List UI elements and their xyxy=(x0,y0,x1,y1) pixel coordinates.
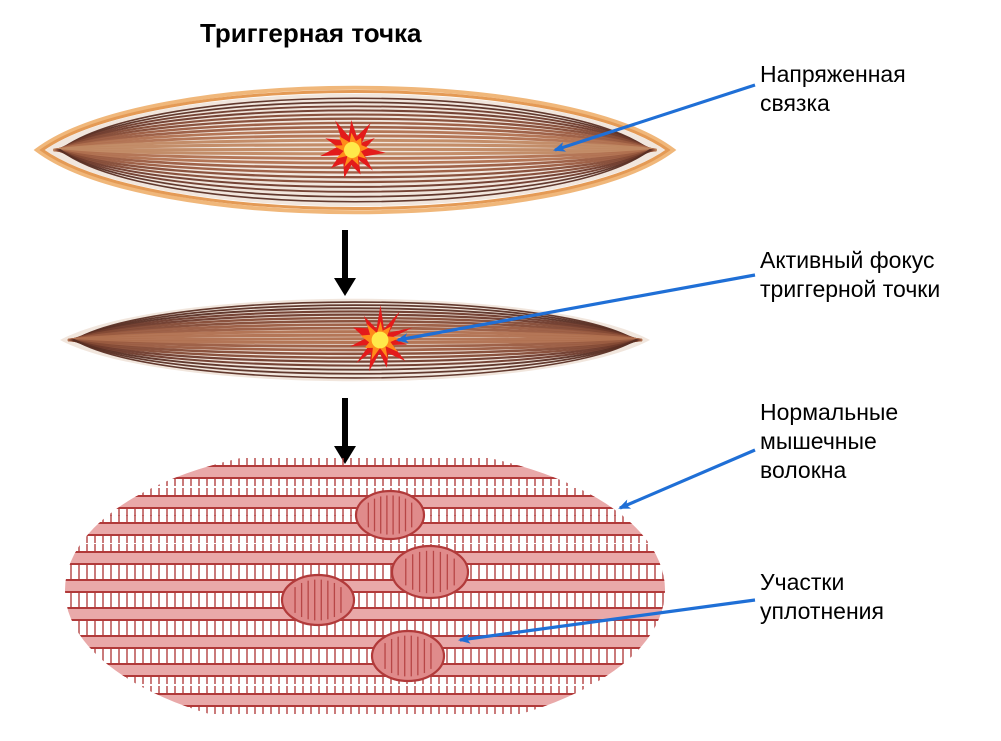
flow-arrow-1 xyxy=(334,398,356,464)
diagram-root: Триггерная точка Напряженная связка Акти… xyxy=(0,0,1001,741)
contraction-knot-1 xyxy=(392,546,468,598)
diagram-svg xyxy=(0,0,1001,741)
contraction-knot-2 xyxy=(282,575,354,625)
contraction-knot-0 xyxy=(356,491,424,539)
callout-normal-fibers xyxy=(620,450,755,508)
micro-view xyxy=(55,458,675,714)
contraction-knot-3 xyxy=(372,631,444,681)
flow-arrow-0 xyxy=(334,230,356,296)
